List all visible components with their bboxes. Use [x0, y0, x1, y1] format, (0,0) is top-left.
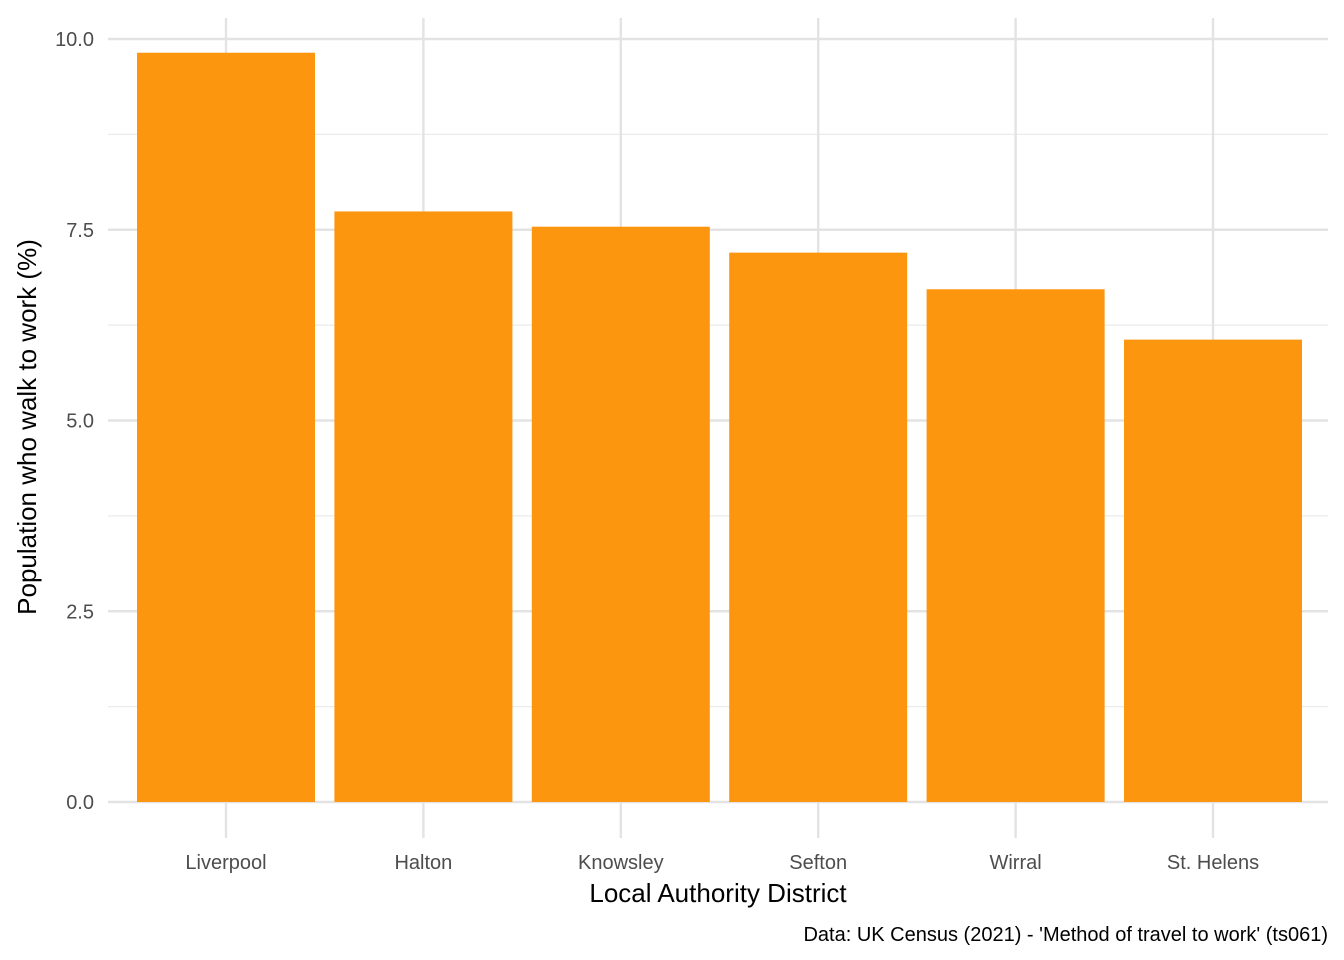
y-tick-label: 5.0 [66, 411, 94, 433]
x-tick-label: Liverpool [185, 852, 266, 874]
y-axis-title: Population who walk to work (%) [12, 239, 42, 615]
x-tick-label: Knowsley [578, 852, 664, 874]
y-tick-label: 0.0 [66, 792, 94, 814]
y-tick-label: 7.5 [66, 220, 94, 242]
bar-halton [334, 211, 513, 803]
chart-caption: Data: UK Census (2021) - 'Method of trav… [803, 924, 1328, 946]
x-tick-label: Halton [394, 852, 452, 874]
x-tick-label: Sefton [789, 852, 847, 874]
x-axis-ticks: Liverpool Halton Knowsley Sefton Wirral St. H… [185, 852, 1259, 874]
bar-sefton [729, 252, 908, 802]
bar-liverpool [137, 52, 315, 802]
bar-knowsley [531, 226, 710, 802]
x-axis-title: Local Authority District [589, 878, 847, 908]
y-tick-label: 2.5 [66, 601, 94, 623]
bar-wirral [926, 289, 1105, 802]
bar-st-helens [1124, 339, 1302, 802]
y-tick-label: 10.0 [55, 29, 94, 51]
y-axis-ticks: 0.0 2.5 5.0 7.5 10.0 [55, 29, 94, 814]
x-tick-label: Wirral [989, 852, 1041, 874]
bars-layer [137, 52, 1302, 803]
x-tick-label: St. Helens [1167, 852, 1259, 874]
